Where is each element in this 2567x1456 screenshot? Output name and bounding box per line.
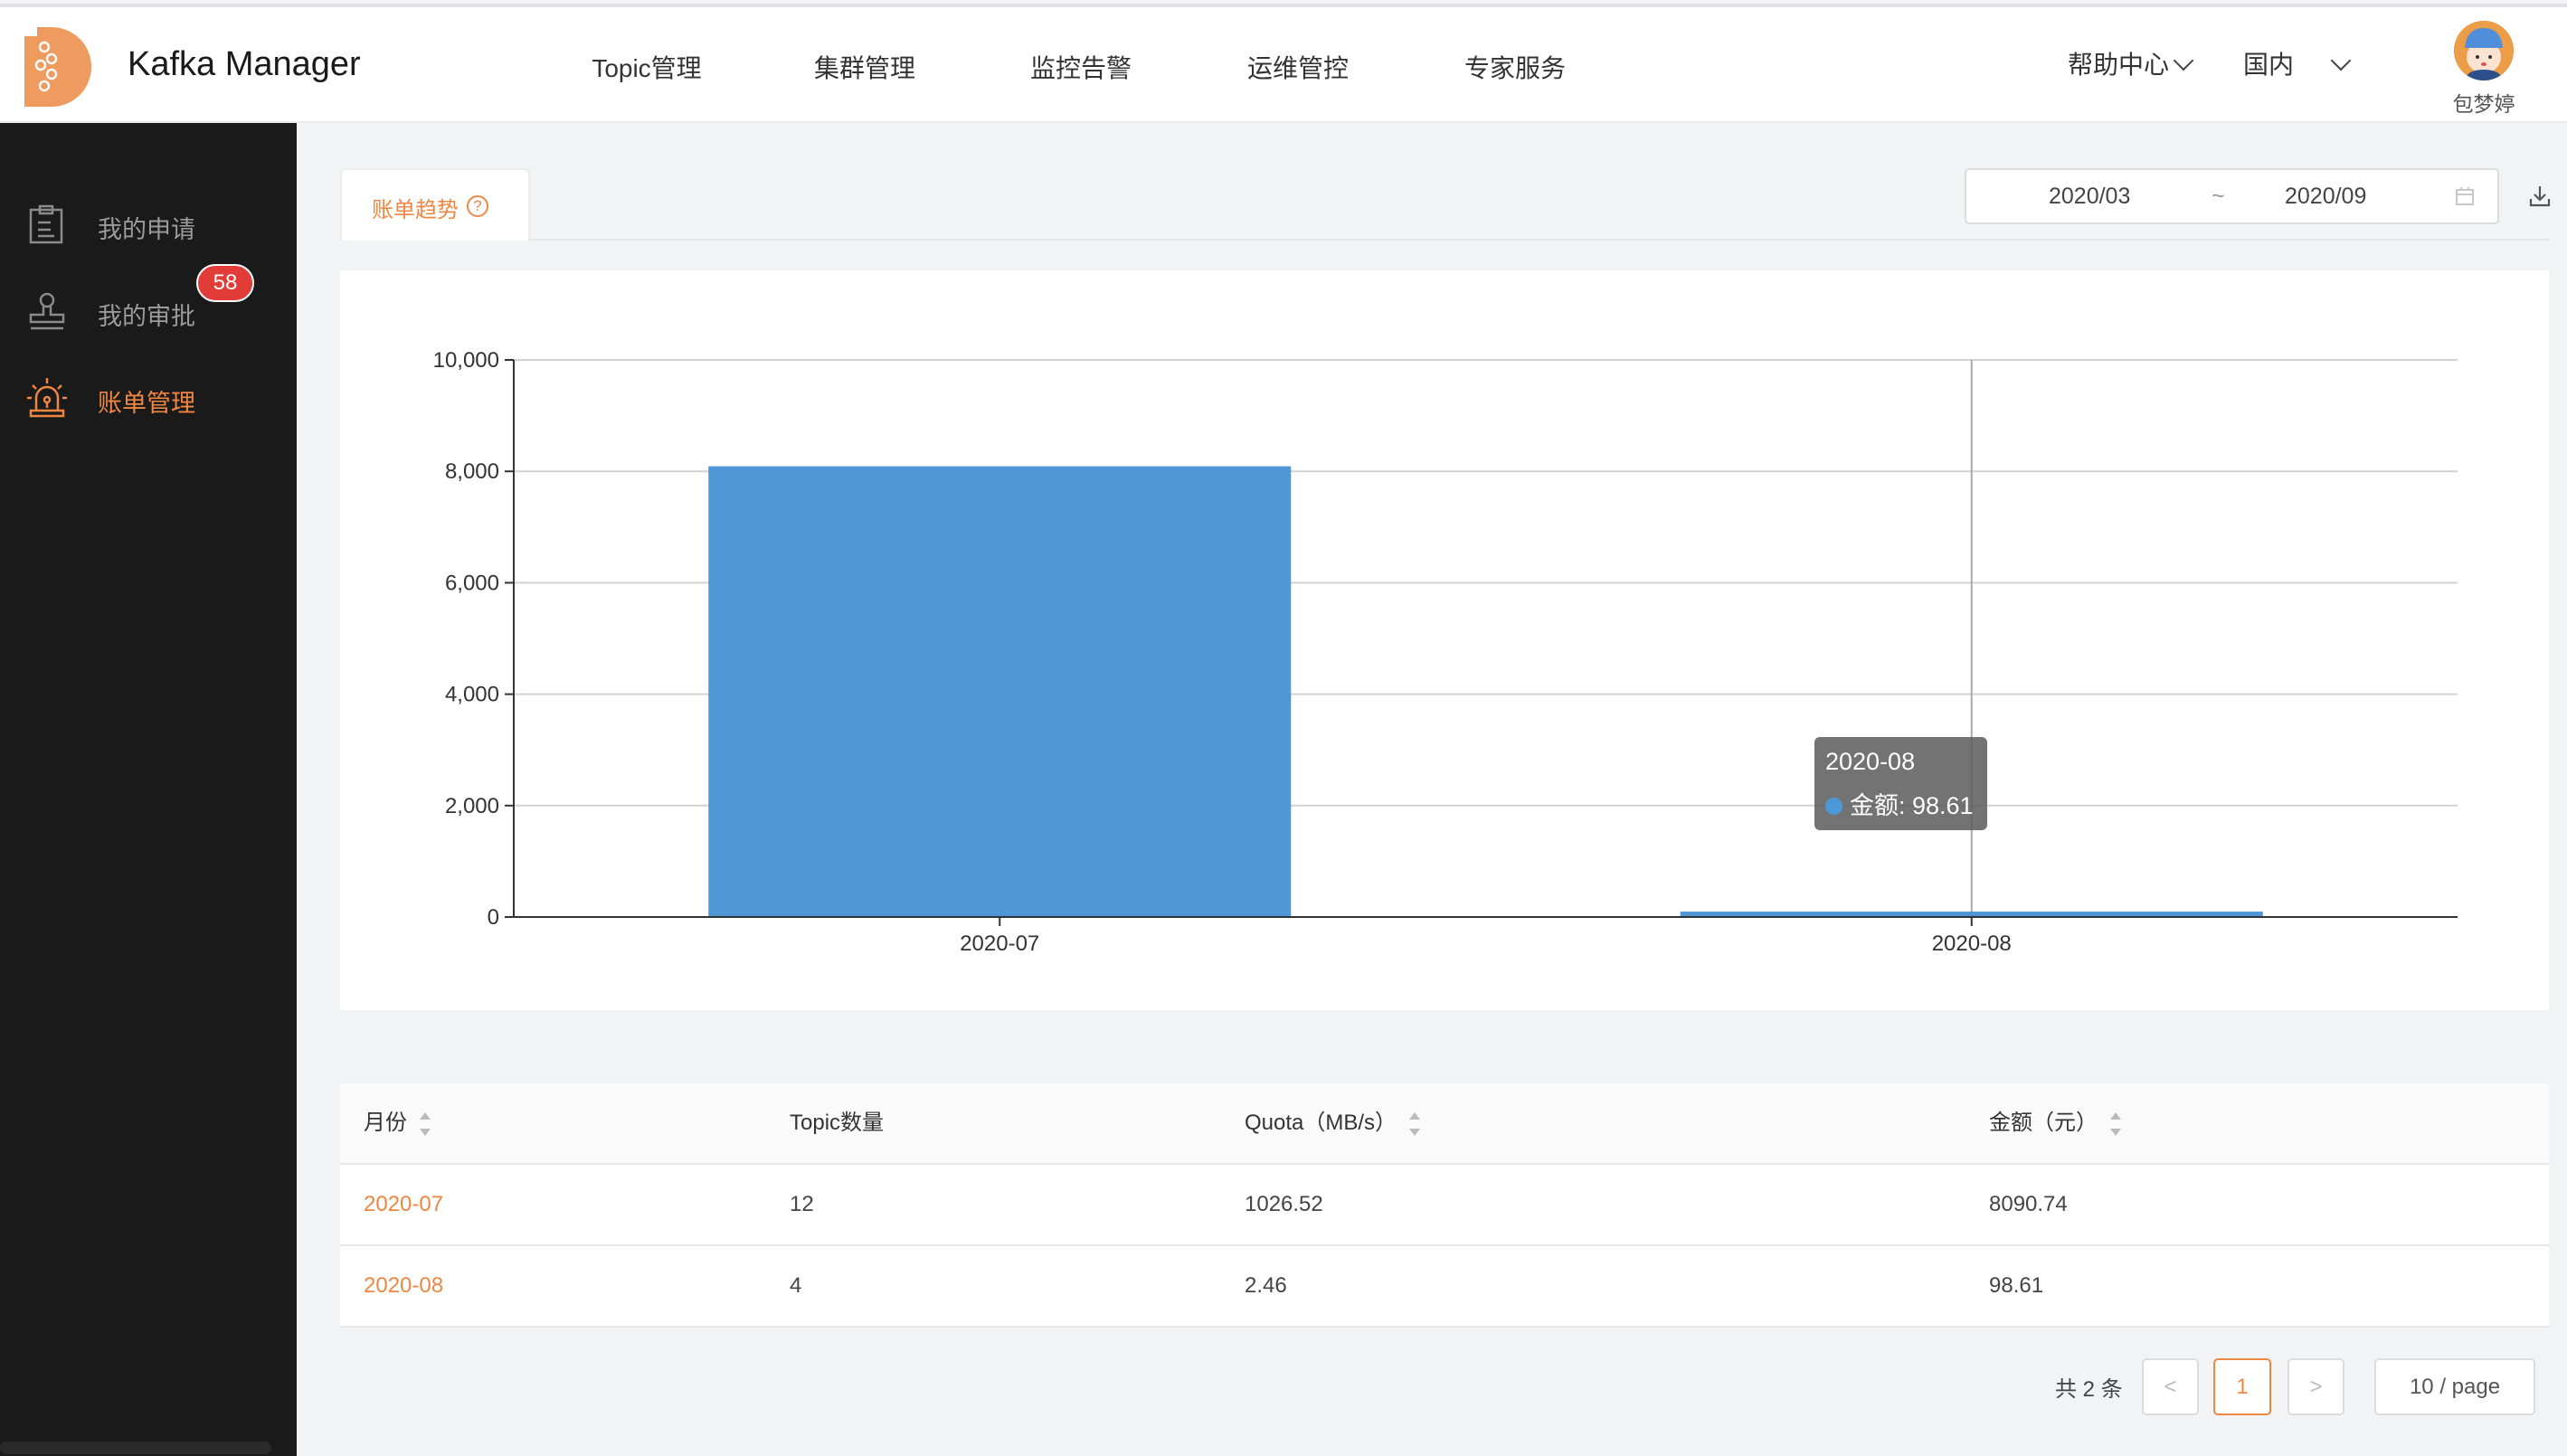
tooltip-label: 金额: 98.61 bbox=[1850, 792, 1974, 819]
approvals-count-badge: 58 bbox=[196, 264, 254, 302]
y-tick-label: 4,000 bbox=[445, 683, 499, 707]
chevron-down-icon bbox=[2173, 50, 2194, 71]
bar bbox=[708, 466, 1292, 917]
nav-cluster-management[interactable]: 集群管理 bbox=[813, 54, 916, 82]
pagination-total: 共 2 条 bbox=[2055, 1377, 2123, 1402]
stamp-icon bbox=[29, 292, 65, 330]
help-center-label: 帮助中心 bbox=[2068, 51, 2170, 79]
sidebar-item-label: 账单管理 bbox=[98, 390, 195, 417]
tooltip-title: 2020-08 bbox=[1825, 748, 1916, 775]
amount-cell: 98.61 bbox=[1989, 1273, 2044, 1298]
alarm-light-icon bbox=[27, 378, 67, 418]
topic-count-cell: 12 bbox=[790, 1192, 814, 1216]
sidebar bbox=[0, 123, 297, 1456]
page-size-select[interactable]: 10 / page bbox=[2374, 1358, 2535, 1415]
y-tick-label: 8,000 bbox=[445, 459, 499, 484]
nav-ops-control[interactable]: 运维管控 bbox=[1246, 54, 1350, 82]
chart-tooltip: 2020-08 金额: 98.61 bbox=[1814, 737, 1987, 830]
sort-icon[interactable] bbox=[2110, 1111, 2121, 1136]
top-header bbox=[0, 7, 2567, 123]
sidebar-item-my-applications[interactable]: 我的申请 bbox=[0, 188, 297, 260]
quota-cell: 1026.52 bbox=[1245, 1192, 1323, 1216]
y-tick-label: 10,000 bbox=[433, 348, 499, 373]
clipboard-icon bbox=[29, 204, 63, 244]
user-avatar-icon bbox=[2454, 21, 2514, 80]
tab-label: 账单趋势 bbox=[372, 198, 459, 222]
amount-cell: 8090.74 bbox=[1989, 1192, 2068, 1216]
sort-icon[interactable] bbox=[420, 1111, 431, 1136]
column-header-topic-count: Topic数量 bbox=[790, 1111, 885, 1135]
column-header-amount[interactable]: 金额（元） bbox=[1989, 1083, 2121, 1163]
month-link[interactable]: 2020-08 bbox=[364, 1273, 444, 1298]
nav-topic-management[interactable]: Topic管理 bbox=[592, 54, 702, 82]
user-name: 包梦婷 bbox=[2452, 92, 2515, 116]
column-header-quota[interactable]: Quota（MB/s） bbox=[1245, 1083, 1421, 1163]
page-1-button[interactable]: 1 bbox=[2213, 1358, 2271, 1415]
prev-page-button[interactable]: < bbox=[2142, 1358, 2199, 1415]
sort-icon[interactable] bbox=[1409, 1111, 1421, 1136]
logo-icon bbox=[24, 27, 91, 107]
table-header: 月份 Topic数量 Quota（MB/s） 金额（元） bbox=[340, 1083, 2549, 1165]
billing-bar-chart: 0 2,000 4,000 6,000 8,000 10,000 2020-07 2020-0… bbox=[433, 348, 2458, 956]
tooltip-value: 金额: 98.61 bbox=[1825, 786, 1974, 821]
table-row: 2020-07 12 1026.52 8090.74 bbox=[340, 1165, 2549, 1246]
end-month-input[interactable]: 2020/09 bbox=[2285, 184, 2367, 209]
y-tick-label: 0 bbox=[488, 905, 499, 930]
chevron-down-icon bbox=[2330, 50, 2352, 71]
nav-expert-service[interactable]: 专家服务 bbox=[1463, 54, 1567, 82]
app-title: Kafka Manager bbox=[128, 45, 361, 83]
series-dot-icon bbox=[1825, 798, 1842, 815]
region-dropdown[interactable]: 国内 bbox=[2243, 45, 2352, 81]
download-icon[interactable] bbox=[2529, 184, 2551, 208]
tab-billing-trend[interactable]: 账单趋势? bbox=[340, 168, 530, 241]
range-separator: ~ bbox=[2212, 184, 2225, 209]
tab-bar-divider bbox=[340, 239, 2549, 241]
sidebar-item-label: 我的申请 bbox=[98, 216, 195, 243]
sidebar-item-billing-management[interactable]: 账单管理 bbox=[0, 362, 297, 434]
avatar[interactable] bbox=[2454, 21, 2514, 80]
billing-table: 月份 Topic数量 Quota（MB/s） 金额（元） 2020-07 12 … bbox=[340, 1083, 2549, 1328]
sidebar-scrollbar[interactable] bbox=[0, 1442, 271, 1454]
x-tick-label: 2020-08 bbox=[1932, 931, 2012, 956]
region-label: 国内 bbox=[2243, 51, 2295, 79]
date-range-picker[interactable]: 2020/03 ~ 2020/09 bbox=[1965, 168, 2499, 224]
calendar-icon bbox=[2456, 187, 2474, 205]
next-page-button[interactable]: > bbox=[2288, 1358, 2344, 1415]
y-tick-label: 6,000 bbox=[445, 571, 499, 595]
quota-cell: 2.46 bbox=[1245, 1273, 1287, 1298]
topic-count-cell: 4 bbox=[790, 1273, 802, 1298]
start-month-input[interactable]: 2020/03 bbox=[2049, 184, 2131, 209]
window-top-border bbox=[0, 4, 2567, 7]
column-header-month[interactable]: 月份 bbox=[364, 1083, 431, 1163]
x-tick-label: 2020-07 bbox=[960, 931, 1039, 956]
question-circle-icon[interactable]: ? bbox=[467, 195, 488, 217]
month-link[interactable]: 2020-07 bbox=[364, 1192, 444, 1216]
bar bbox=[1680, 911, 2263, 917]
sidebar-item-label: 我的审批 bbox=[98, 303, 195, 330]
table-row: 2020-08 4 2.46 98.61 bbox=[340, 1246, 2549, 1328]
chart-card bbox=[340, 270, 2549, 1010]
help-center-dropdown[interactable]: 帮助中心 bbox=[2068, 45, 2194, 81]
y-tick-label: 2,000 bbox=[445, 794, 499, 818]
nav-monitoring-alerts[interactable]: 监控告警 bbox=[1029, 54, 1132, 82]
sidebar-item-my-approvals[interactable]: 我的审批 bbox=[0, 275, 297, 347]
